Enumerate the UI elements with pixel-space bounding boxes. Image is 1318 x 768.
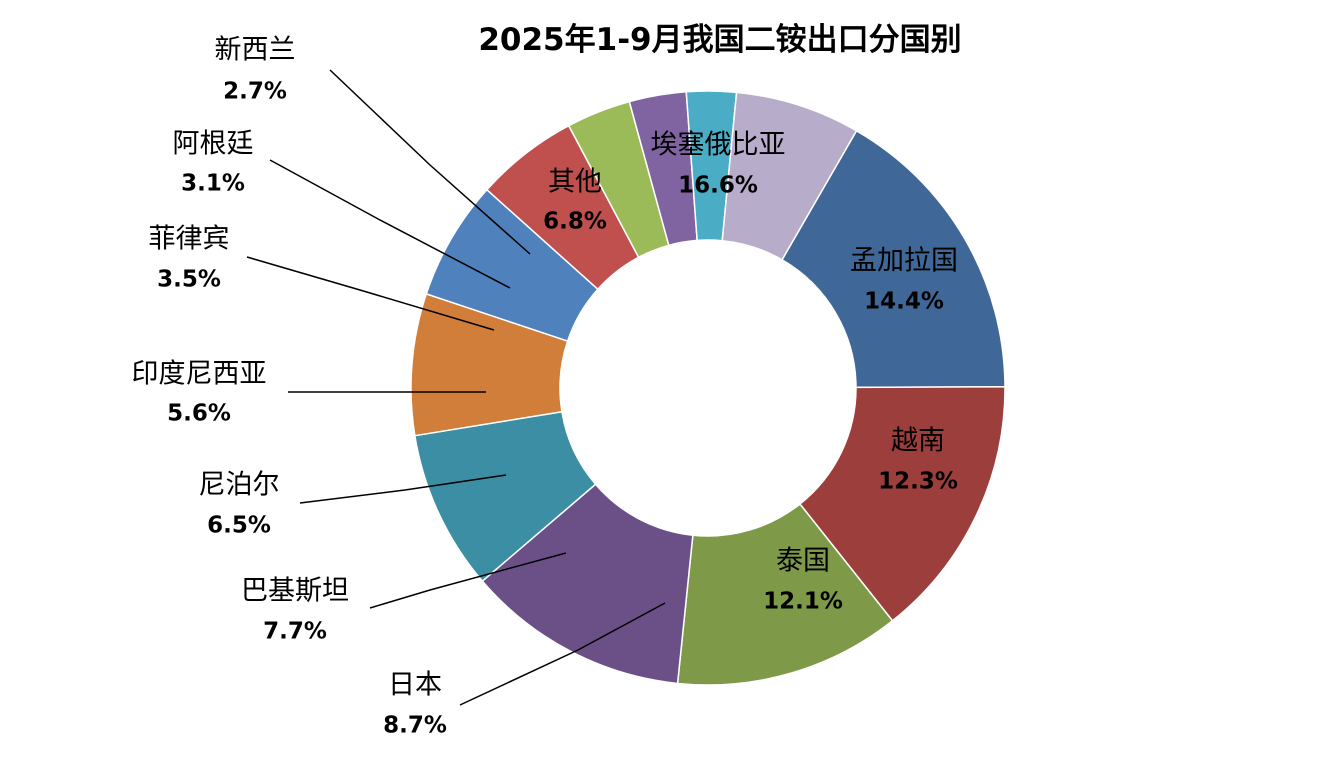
slice-value-6: 6.5% [207,513,271,539]
slice-label-1: 孟加拉国 [850,246,958,277]
leader-line-8 [246,256,495,331]
slice-value-11: 6.8% [543,209,607,235]
slice-label-2: 越南 [891,426,945,457]
slice-label-9: 阿根廷 [173,129,254,160]
slice-value-5: 7.7% [263,619,327,645]
slice-label-7: 印度尼西亚 [132,359,267,390]
slice-label-10: 新西兰 [215,35,296,66]
slice-value-7: 5.6% [167,401,231,427]
chart-title: 2025年1-9月我国二铵出口分国别 [478,22,962,58]
leader-lines-group [246,69,666,706]
slice-label-6: 尼泊尔 [199,470,280,501]
slices-group [410,90,1006,686]
slice-value-1: 14.4% [864,289,944,315]
slice-value-8: 3.5% [157,267,221,293]
slice-11 [721,91,858,261]
slice-0 [780,129,1006,389]
slice-value-10: 2.7% [223,79,287,105]
leader-line-6 [299,474,507,504]
slice-value-4: 8.7% [383,713,447,739]
slice-value-2: 12.3% [878,469,958,495]
slice-label-5: 巴基斯坦 [241,576,349,607]
slice-value-9: 3.1% [181,171,245,197]
leader-line-5 [369,552,567,609]
leader-line-4 [459,602,666,706]
slice-label-0: 埃塞俄比亚 [651,130,786,161]
leader-line-10 [329,69,531,255]
slice-label-3: 泰国 [776,546,830,577]
slice-label-8: 菲律宾 [149,224,230,255]
slice-1 [798,386,1006,622]
slice-value-3: 12.1% [763,589,843,615]
labels-group: 埃塞俄比亚 16.6% 孟加拉国 14.4% 越南 12.3% 泰国 12.1% 日本 8.7% 巴… [132,35,959,739]
slice-label-4: 日本 [388,670,442,701]
slice-label-11: 其他 [548,167,602,198]
leader-line-9 [269,159,511,289]
slice-value-0: 16.6% [678,173,758,199]
